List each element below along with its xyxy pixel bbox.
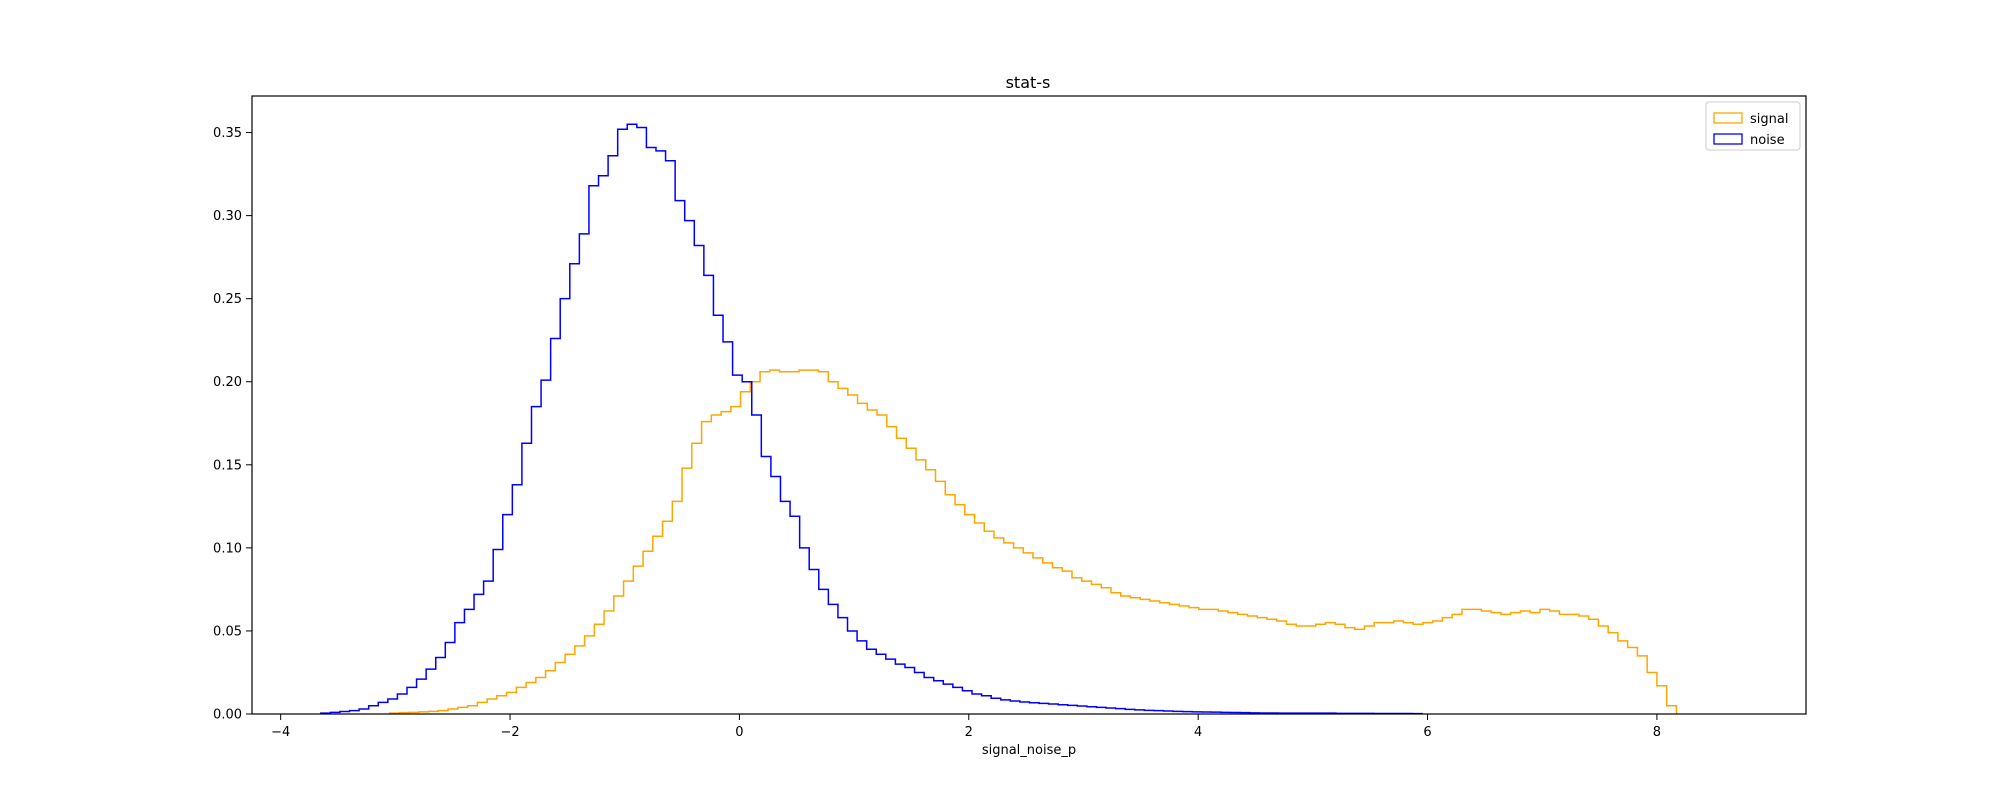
y-tick-label: 0.35 <box>213 126 242 141</box>
x-axis: −4 −2 0 2 4 6 8 <box>271 714 1661 740</box>
x-tick-label: 2 <box>965 725 973 740</box>
x-tick-label: 6 <box>1423 725 1431 740</box>
legend: signal noise <box>1705 101 1801 151</box>
series-layer <box>320 123 1678 715</box>
legend-swatch-signal <box>1713 112 1743 124</box>
y-tick-label: 0.20 <box>213 375 242 390</box>
y-tick-label: 0.15 <box>213 458 242 473</box>
x-tick-label: −4 <box>271 725 290 740</box>
x-tick-label: 8 <box>1653 725 1661 740</box>
chart-title: stat-s <box>1006 73 1051 92</box>
x-tick-label: 4 <box>1194 725 1202 740</box>
x-axis-label: signal_noise_p <box>982 743 1076 758</box>
legend-box <box>1705 101 1801 151</box>
legend-label-noise: noise <box>1750 133 1785 148</box>
y-tick-label: 0.10 <box>213 541 242 556</box>
y-tick-label: 0.30 <box>213 209 242 224</box>
x-tick-label: 0 <box>735 725 743 740</box>
plot-frame <box>251 95 1807 715</box>
y-tick-label: 0.05 <box>213 624 242 639</box>
y-axis: 0.00 0.05 0.10 0.15 0.20 0.25 0.30 0.35 <box>213 126 252 723</box>
x-tick-label: −2 <box>500 725 519 740</box>
legend-label-signal: signal <box>1750 112 1788 127</box>
y-tick-label: 0.00 <box>213 708 242 723</box>
histogram-series-noise <box>320 123 1423 715</box>
y-tick-label: 0.25 <box>213 292 242 307</box>
histogram-series-signal <box>388 369 1678 714</box>
legend-swatch-noise <box>1713 133 1743 145</box>
